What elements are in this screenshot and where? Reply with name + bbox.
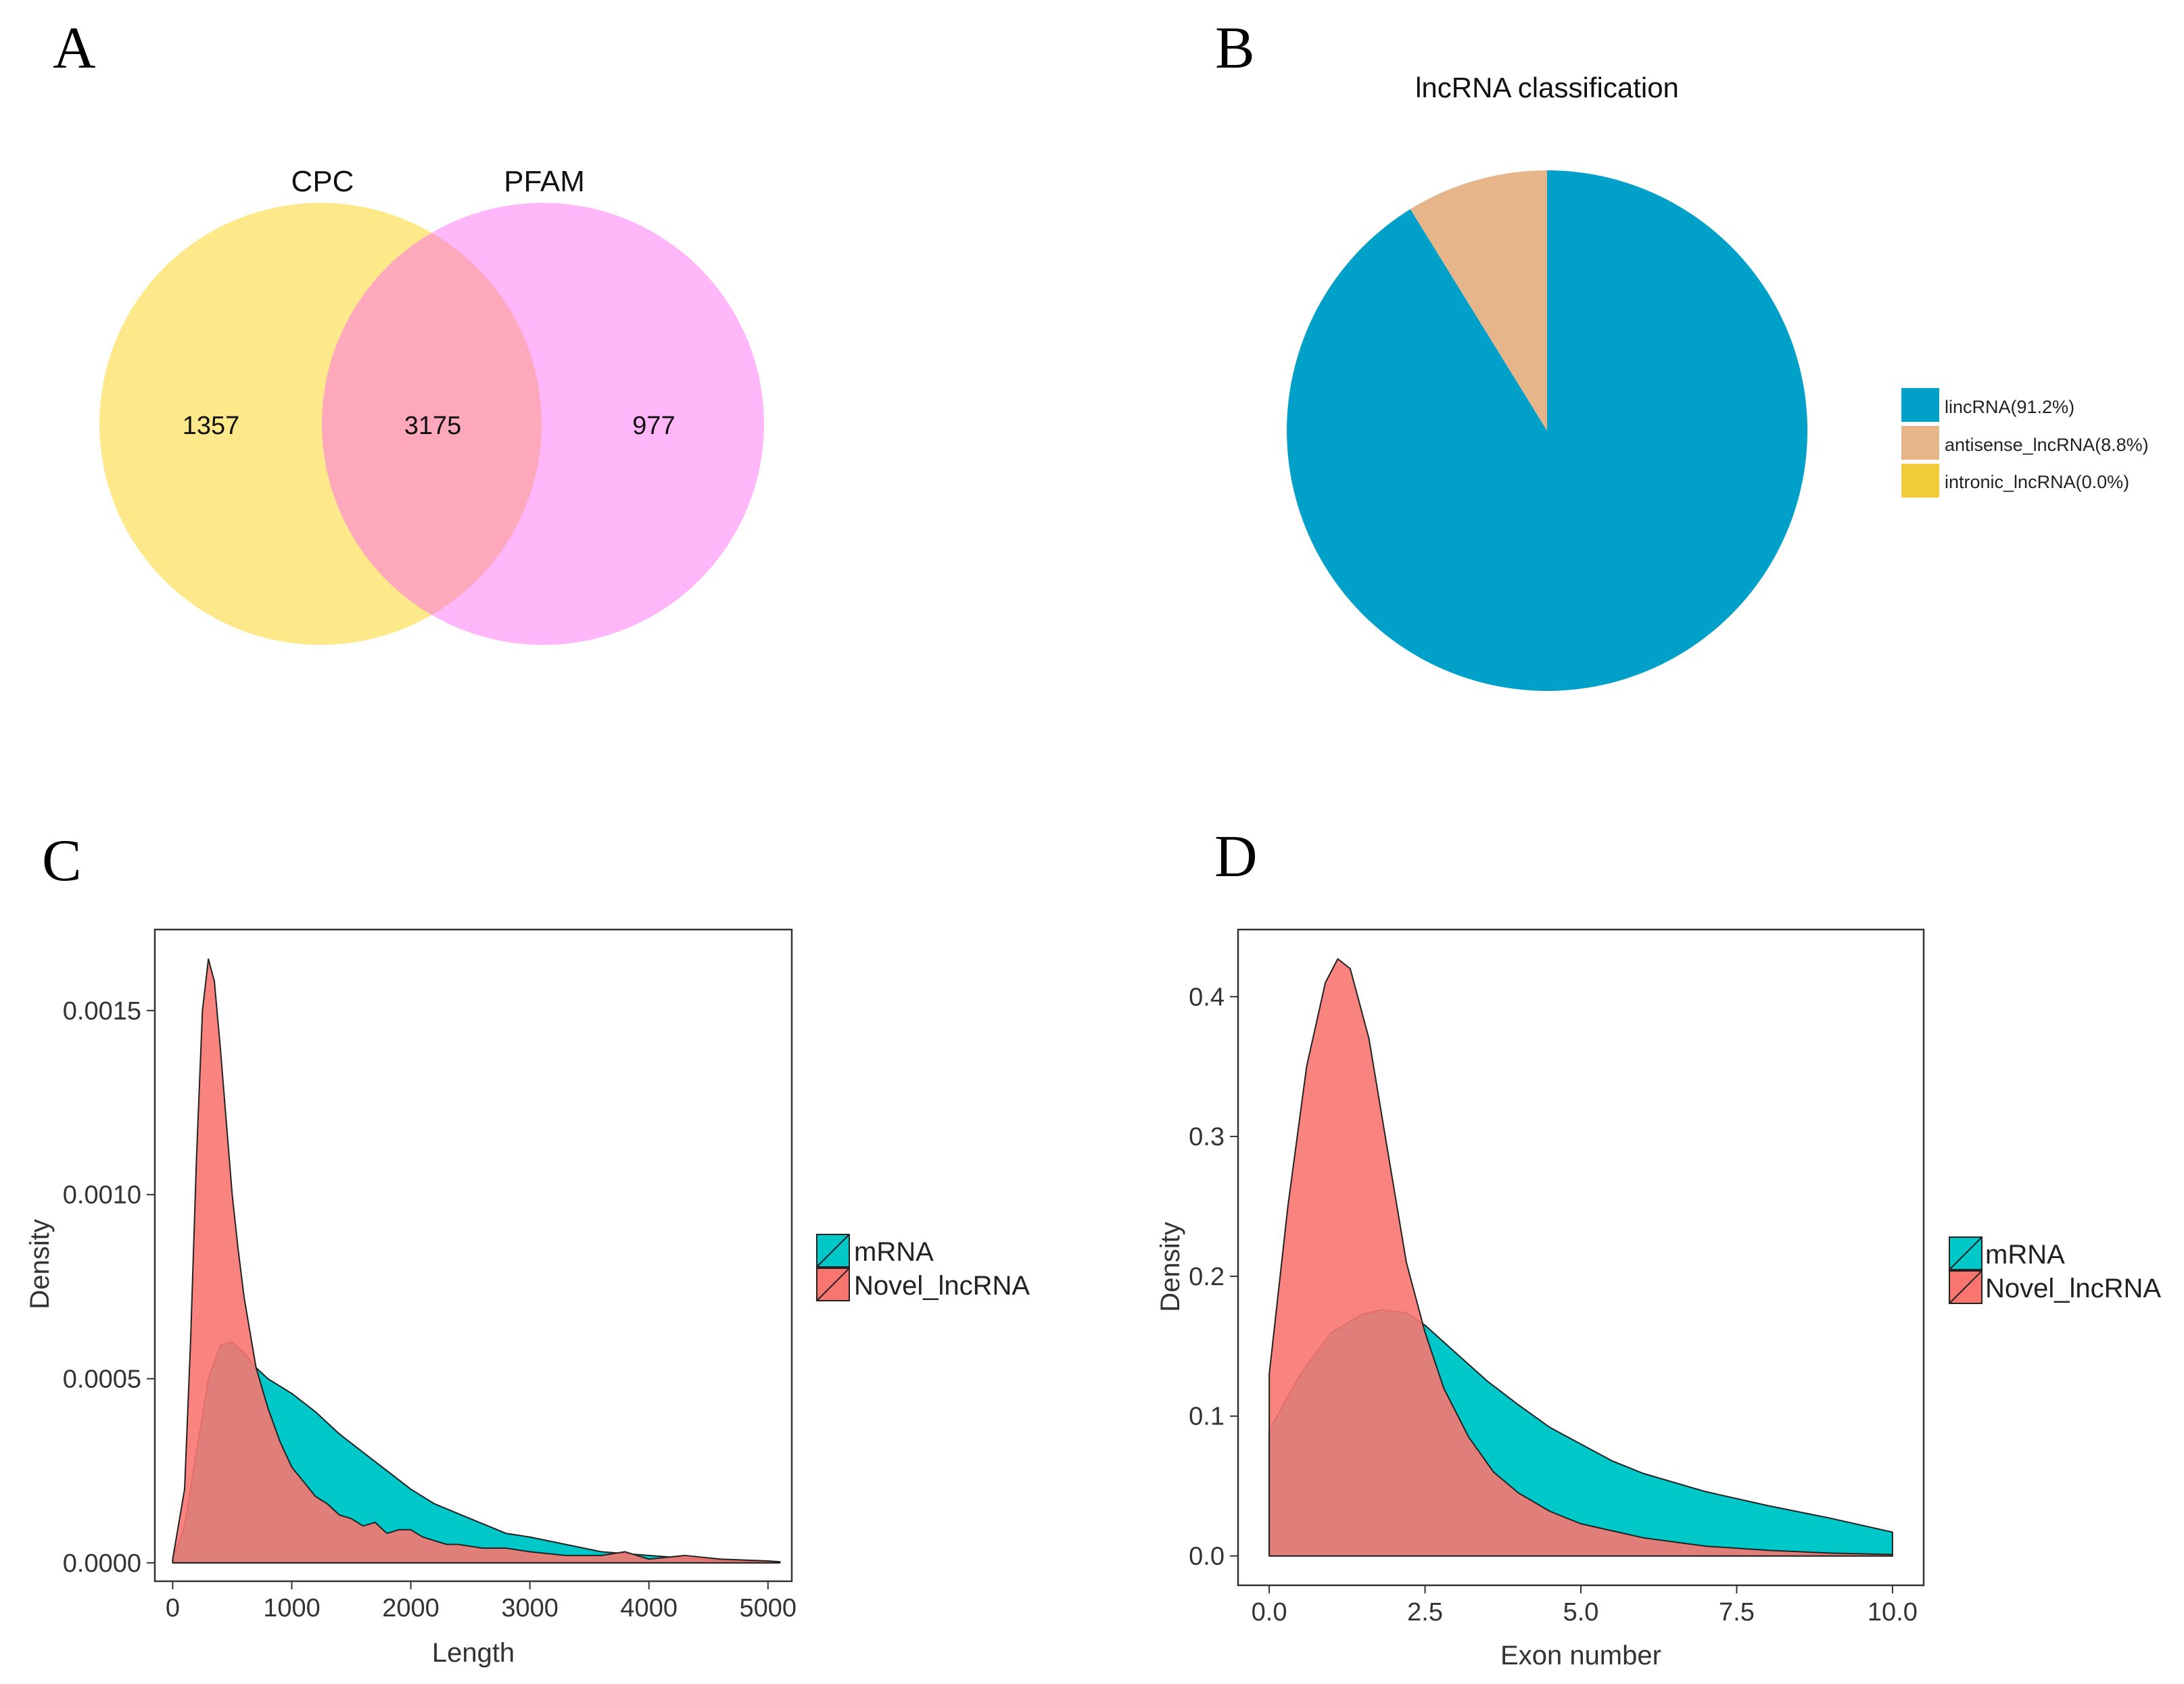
y-tick-label: 0.0 <box>1189 1543 1225 1571</box>
plot-d-ylabel: Density <box>1156 1222 1185 1312</box>
series-area-novel-lncrna <box>1268 958 1893 1557</box>
y-tick-label: 0.0015 <box>63 997 141 1026</box>
pie-chart: lncRNA classification lincRNA(91.2%) ant… <box>1287 72 2149 691</box>
x-tick-label: 3000 <box>501 1594 559 1622</box>
x-tick-label: 5.0 <box>1563 1598 1599 1627</box>
legend-label-mrna: mRNA <box>1985 1240 2065 1270</box>
series-area-novel-lncrna <box>172 958 781 1564</box>
legend-label-mrna: mRNA <box>854 1237 934 1267</box>
legend-key-antisense <box>1901 426 1939 460</box>
plot-c-legend: mRNA Novel_lncRNA <box>816 1234 1030 1301</box>
x-tick-label: 5000 <box>740 1594 797 1622</box>
y-tick-label: 0.0005 <box>63 1365 141 1393</box>
x-tick-label: 4000 <box>620 1594 678 1622</box>
venn-label-pfam: PFAM <box>504 165 585 198</box>
plot-c-ylabel: Density <box>25 1219 55 1309</box>
plot-c-xlabel: Length <box>432 1638 515 1668</box>
density-plot-length: 0 1000 2000 3000 4000 5000 0.0000 0.0005 0.0010 0… <box>25 928 1030 1668</box>
legend-key-mrna-slash <box>1949 1236 1983 1270</box>
plot-d-legend: mRNA Novel_lncRNA <box>1949 1236 2161 1304</box>
y-tick-label: 0.0010 <box>63 1181 141 1209</box>
legend-key-intronic <box>1901 464 1939 498</box>
legend-key-mrna-slash <box>816 1234 850 1268</box>
x-tick-label: 1000 <box>263 1594 321 1622</box>
x-tick-label: 10.0 <box>1868 1598 1918 1627</box>
legend-label-lncrna: Novel_lncRNA <box>854 1271 1030 1301</box>
venn-count-cpc-only: 1357 <box>183 412 240 440</box>
legend-label-lncrna: Novel_lncRNA <box>1985 1274 2161 1303</box>
x-tick-label: 0 <box>166 1594 180 1622</box>
pie-slice-lincrna <box>1287 170 1808 691</box>
venn-count-pfam-only: 977 <box>632 412 675 440</box>
plot-c-axes: 0 1000 2000 3000 4000 5000 0.0000 0.0005 0.0010 0… <box>63 997 797 1622</box>
plot-c-series <box>172 958 781 1564</box>
legend-label-lincrna: lincRNA(91.2%) <box>1945 397 2074 417</box>
panel-letter-b: B <box>1215 16 1255 81</box>
venn-label-cpc: CPC <box>291 165 354 198</box>
legend-key-lncrna-slash <box>1949 1270 1983 1304</box>
y-tick-label: 0.3 <box>1189 1123 1225 1151</box>
y-tick-label: 0.0000 <box>63 1549 141 1578</box>
y-tick-label: 0.4 <box>1189 983 1225 1011</box>
pie-slice-antisense <box>1410 170 1547 431</box>
venn-diagram: CPC PFAM 1357 3175 977 <box>99 165 764 645</box>
density-plot-exon: 0.0 2.5 5.0 7.5 10.0 0.0 0.1 0.2 0.3 0.4 Exon num… <box>1156 928 2161 1670</box>
x-tick-label: 7.5 <box>1719 1598 1755 1627</box>
panel-letter-d: D <box>1214 824 1258 890</box>
pie-slices <box>1287 170 1808 691</box>
legend-label-intronic: intronic_lncRNA(0.0%) <box>1945 472 2129 492</box>
legend-key-lncrna-slash <box>816 1268 850 1301</box>
venn-overlap-region <box>322 203 542 645</box>
pie-legend: lincRNA(91.2%) antisense_lncRNA(8.8%) in… <box>1901 388 2149 498</box>
x-tick-label: 2000 <box>382 1594 440 1622</box>
y-tick-label: 0.2 <box>1189 1263 1225 1291</box>
legend-label-antisense: antisense_lncRNA(8.8%) <box>1945 435 2149 455</box>
y-tick-label: 0.1 <box>1189 1403 1225 1431</box>
x-tick-label: 2.5 <box>1407 1598 1443 1627</box>
plot-d-xlabel: Exon number <box>1500 1641 1661 1670</box>
pie-title: lncRNA classification <box>1415 72 1679 103</box>
plot-c-border <box>153 928 793 1583</box>
panel-letter-a: A <box>53 16 96 81</box>
plot-d-axes: 0.0 2.5 5.0 7.5 10.0 0.0 0.1 0.2 0.3 0.4 <box>1189 983 1918 1627</box>
legend-key-lincrna <box>1901 388 1939 422</box>
venn-count-both: 3175 <box>404 412 462 440</box>
panel-letter-c: C <box>42 828 82 894</box>
x-tick-label: 0.0 <box>1252 1598 1287 1627</box>
plot-d-series <box>1268 958 1893 1557</box>
